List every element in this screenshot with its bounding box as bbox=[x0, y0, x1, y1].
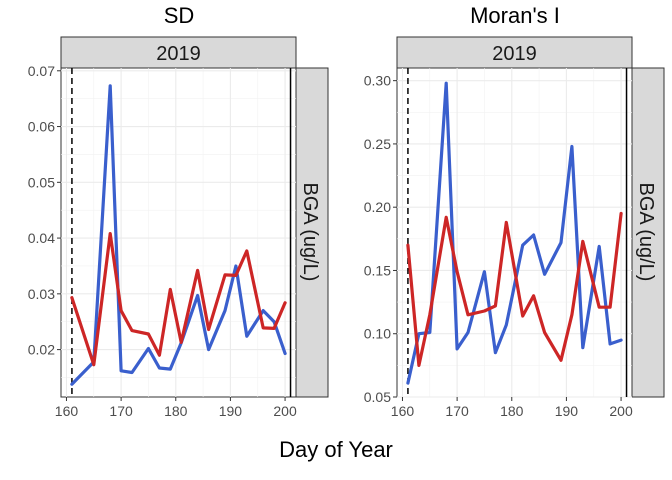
panel-title: Moran's I bbox=[470, 3, 560, 28]
y-tick-label: 0.20 bbox=[364, 199, 391, 215]
x-tick-label: 170 bbox=[445, 403, 469, 419]
series-line-blue bbox=[406, 81, 623, 385]
x-tick-label: 180 bbox=[500, 403, 524, 419]
series-line-red bbox=[70, 232, 287, 367]
facet-strip-label: 2019 bbox=[156, 43, 201, 65]
facet-strip-right-label: BGA (ug/L) bbox=[299, 183, 321, 282]
plot-area bbox=[396, 67, 633, 398]
series-group bbox=[406, 81, 623, 385]
facet-strip-top bbox=[60, 36, 297, 69]
x-tick-label: 200 bbox=[273, 403, 297, 419]
x-tick-label: 200 bbox=[609, 403, 633, 419]
y-tick-label: 0.05 bbox=[364, 389, 391, 405]
panel-title: SD bbox=[164, 3, 195, 28]
x-tick-label: 160 bbox=[55, 403, 79, 419]
x-axis-title: Day of Year bbox=[279, 437, 393, 462]
y-tick-label: 0.25 bbox=[364, 136, 391, 152]
x-tick-label: 180 bbox=[164, 403, 188, 419]
y-tick-label: 0.30 bbox=[364, 73, 391, 89]
y-tick-label: 0.03 bbox=[28, 286, 55, 302]
panel-sd: SD 2019 BGA (ug/L) 160 170 180 190 200 0.02 0.… bbox=[28, 3, 329, 419]
reference-lines bbox=[407, 68, 628, 397]
reference-lines bbox=[71, 68, 292, 397]
panel-morans-i: Moran's I 2019 BGA (ug/L) 160 170 180 190 20… bbox=[364, 3, 665, 419]
y-tick-label: 0.15 bbox=[364, 262, 391, 278]
y-tick-label: 0.04 bbox=[28, 230, 55, 246]
x-tick-label: 170 bbox=[109, 403, 133, 419]
series-line-red bbox=[406, 211, 623, 367]
x-tick-label: 160 bbox=[391, 403, 415, 419]
facet-strip-label: 2019 bbox=[492, 43, 537, 65]
axis-ticks: 160 170 180 190 200 0.05 0.10 0.15 0.20 0.25 0.30 bbox=[364, 73, 633, 419]
y-tick-label: 0.10 bbox=[364, 326, 391, 342]
series-group bbox=[70, 84, 287, 386]
facet-strip-right bbox=[295, 67, 329, 398]
y-tick-label: 0.02 bbox=[28, 342, 55, 358]
facet-strip-right-label: BGA (ug/L) bbox=[635, 183, 657, 282]
facet-strip-top bbox=[396, 36, 633, 69]
facet-strip-right bbox=[631, 67, 665, 398]
y-tick-label: 0.06 bbox=[28, 119, 55, 135]
axis-ticks: 160 170 180 190 200 0.02 0.03 0.04 0.05 0.06 0.07 bbox=[28, 63, 297, 419]
y-tick-label: 0.05 bbox=[28, 174, 55, 190]
y-tick-label: 0.07 bbox=[28, 63, 55, 79]
x-tick-label: 190 bbox=[555, 403, 579, 419]
x-tick-label: 190 bbox=[219, 403, 243, 419]
